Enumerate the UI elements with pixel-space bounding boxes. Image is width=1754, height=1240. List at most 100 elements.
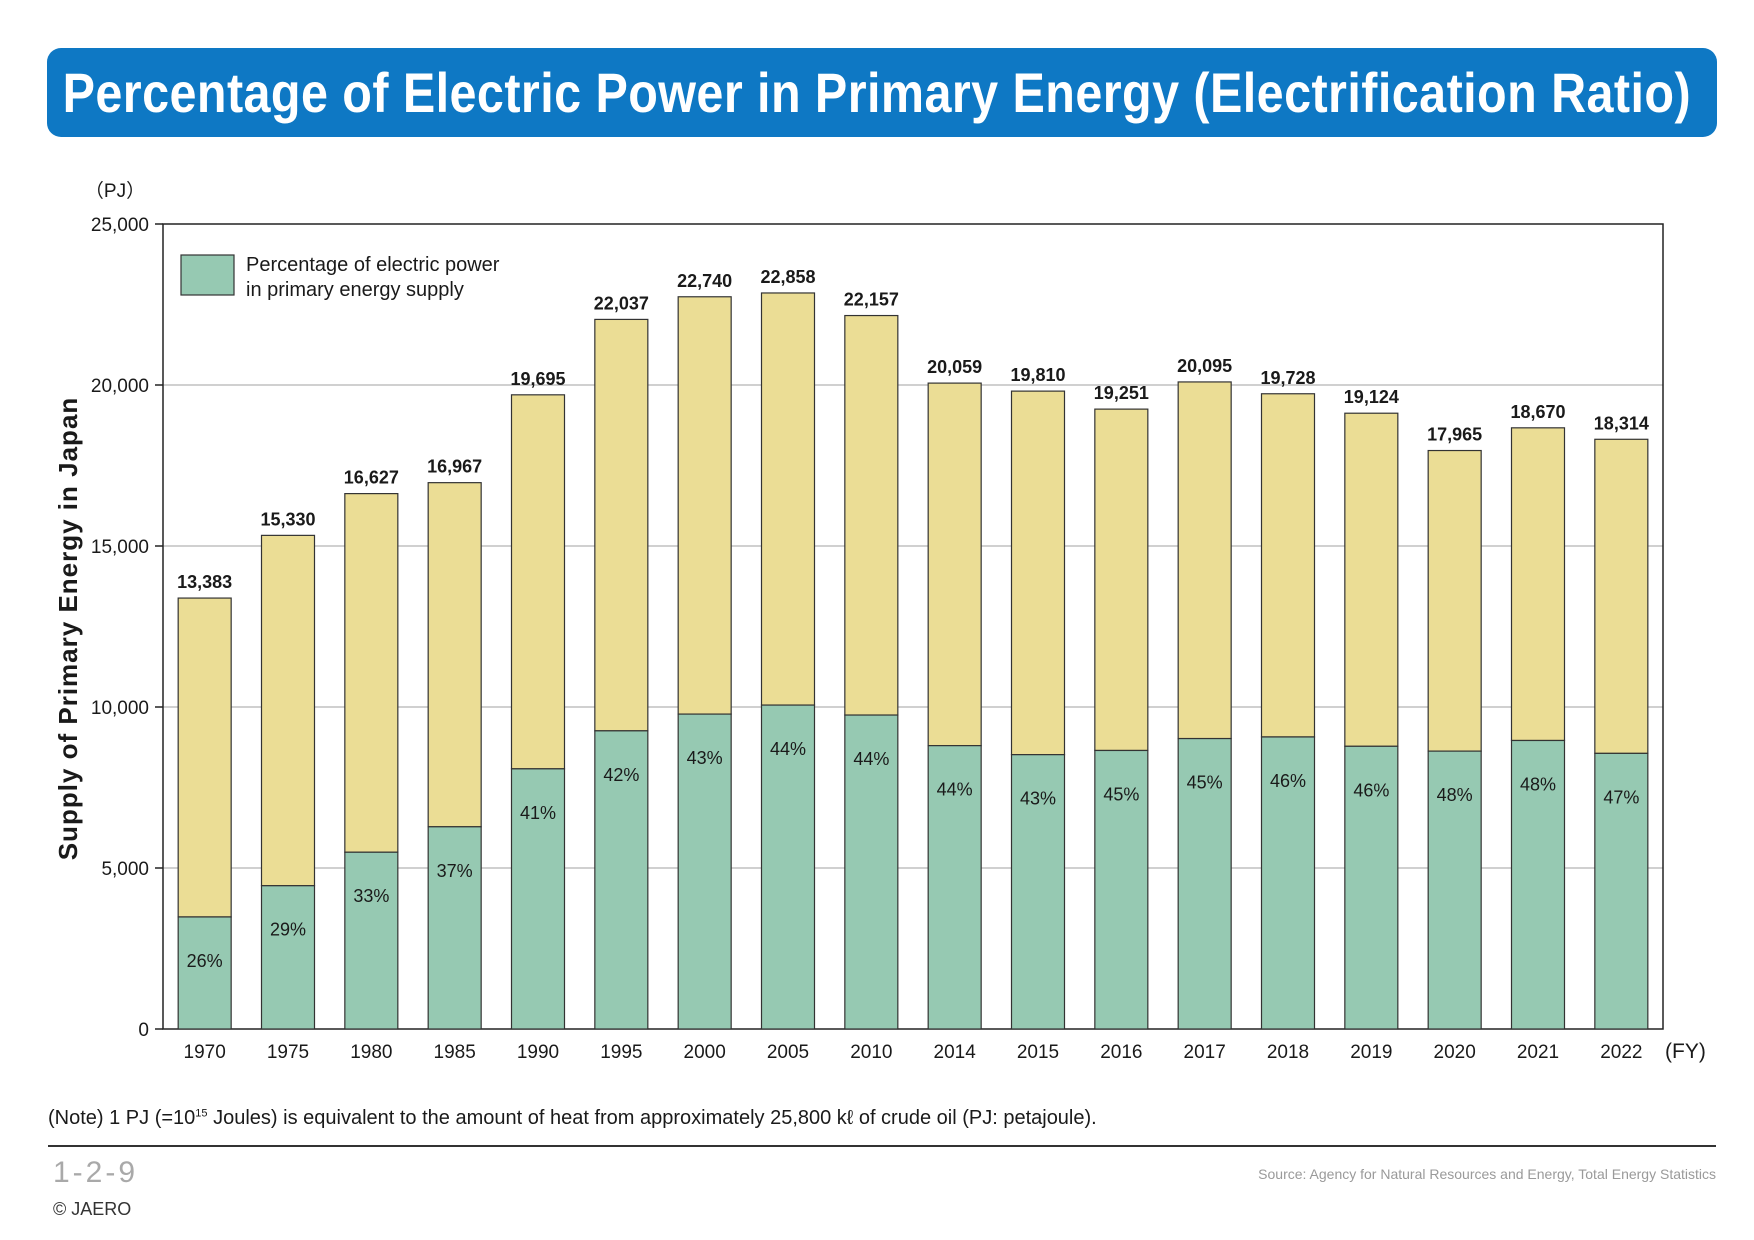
- bar-total-label: 19,695: [510, 369, 565, 389]
- bar-percent-label: 33%: [353, 886, 389, 906]
- bar-total-label: 22,157: [844, 290, 899, 310]
- x-tick-label: 1980: [350, 1042, 392, 1063]
- bar-percent-label: 43%: [687, 748, 723, 768]
- bar-total-segment: [510, 394, 566, 770]
- bar-electric-segment: [1010, 754, 1066, 1030]
- footnote-exponent: 15: [195, 1107, 208, 1120]
- y-axis-title: Supply of Primary Energy in Japan: [53, 397, 83, 861]
- bar-percent-label: 26%: [187, 951, 223, 971]
- bar-total-label: 22,858: [760, 267, 815, 287]
- title-banner: Percentage of Electric Power in Primary …: [47, 48, 1717, 137]
- bar-total-segment: [177, 597, 232, 918]
- footnote-text-end: Joules) is equivalent to the amount of h…: [207, 1107, 1097, 1129]
- copyright: © JAERO: [53, 1199, 132, 1219]
- x-tick-label: 2015: [1017, 1042, 1059, 1063]
- bar-total-label: 20,059: [927, 357, 982, 377]
- x-tick-label: 1985: [434, 1042, 476, 1063]
- source-credit: Source: Agency for Natural Resources and…: [1258, 1166, 1716, 1182]
- y-unit-label: （PJ）: [85, 180, 145, 202]
- bar-percent-label: 42%: [603, 765, 639, 785]
- bar-electric-segment: [594, 730, 649, 1030]
- bar-total-segment: [1427, 449, 1482, 752]
- x-tick-label: 2016: [1100, 1042, 1142, 1063]
- bar-total-label: 16,627: [344, 468, 399, 488]
- bar-total-segment: [844, 314, 899, 716]
- x-tick-label: 2022: [1600, 1042, 1642, 1063]
- bar-percent-label: 45%: [1187, 773, 1223, 793]
- figure-number: 1-2-9: [53, 1156, 139, 1189]
- bar-percent-label: 44%: [853, 749, 889, 769]
- bar-percent-label: 44%: [937, 780, 973, 800]
- footer-divider: [48, 1145, 1716, 1147]
- bar-total-segment: [1094, 408, 1149, 752]
- x-tick-label: 2019: [1350, 1042, 1392, 1063]
- x-tick-label: 2014: [934, 1042, 977, 1063]
- x-tick-label: 1970: [184, 1042, 226, 1063]
- bar-percent-label: 47%: [1603, 787, 1639, 807]
- x-tick-label: 1975: [267, 1042, 309, 1063]
- x-tick-label: 2021: [1517, 1042, 1559, 1063]
- bar-total-segment: [344, 493, 399, 853]
- x-tick-label: 1995: [600, 1042, 642, 1063]
- bar-total-label: 18,314: [1594, 413, 1649, 433]
- bar-total-segment: [677, 296, 732, 715]
- x-tick-label: 2010: [850, 1042, 892, 1063]
- bar-total-label: 18,670: [1510, 402, 1565, 422]
- bar-electric-segment: [427, 826, 482, 1030]
- bar-electric-segment: [677, 713, 732, 1030]
- bar-electric-segment: [1177, 737, 1232, 1030]
- bar-percent-label: 48%: [1520, 774, 1556, 794]
- bar-total-segment: [427, 482, 482, 828]
- legend-label-line1: Percentage of electric power: [246, 254, 500, 276]
- bar-electric-segment: [260, 885, 316, 1030]
- bar-electric-segment: [844, 714, 899, 1030]
- bar-percent-label: 45%: [1103, 784, 1139, 804]
- bar-electric-segment: [510, 768, 566, 1030]
- bar-total-segment: [594, 318, 649, 732]
- x-tick-label: 2000: [684, 1042, 726, 1063]
- bar-total-segment: [1177, 381, 1232, 740]
- bar-electric-segment: [1510, 739, 1566, 1030]
- x-tick-label: 2017: [1184, 1042, 1226, 1063]
- bar-total-label: 22,740: [677, 271, 732, 291]
- bar-electric-segment: [344, 851, 399, 1030]
- bar-total-label: 19,810: [1010, 365, 1065, 385]
- bar-total-segment: [927, 382, 982, 747]
- bar-total-segment: [1260, 393, 1316, 738]
- y-tick-label: 10,000: [91, 698, 149, 719]
- bar-total-label: 13,383: [177, 572, 232, 592]
- bar-total-label: 16,967: [427, 457, 482, 477]
- bar-percent-label: 29%: [270, 920, 306, 940]
- x-tick-label: 2020: [1434, 1042, 1476, 1063]
- bar-total-segment: [1344, 412, 1399, 747]
- bar-total-segment: [760, 292, 816, 706]
- bar-total-segment: [1510, 427, 1566, 742]
- y-tick-label: 5,000: [101, 859, 149, 880]
- bar-electric-segment: [1427, 750, 1482, 1030]
- y-tick-label: 15,000: [91, 537, 149, 558]
- bar-percent-label: 37%: [437, 861, 473, 881]
- bar-total-label: 17,965: [1427, 425, 1482, 445]
- legend-label-line2: in primary energy supply: [246, 279, 464, 301]
- x-tick-label: 2005: [767, 1042, 809, 1063]
- bar-electric-segment: [1344, 745, 1399, 1030]
- bar-electric-segment: [1594, 752, 1649, 1030]
- plot-frame: [162, 223, 1664, 1030]
- x-unit-label: (FY): [1665, 1040, 1706, 1063]
- bar-percent-label: 41%: [520, 803, 556, 823]
- bar-electric-segment: [177, 916, 232, 1030]
- bar-total-label: 19,251: [1094, 383, 1149, 403]
- bar-total-label: 15,330: [260, 509, 315, 529]
- bar-total-segment: [260, 534, 316, 887]
- bar-total-segment: [1010, 390, 1066, 756]
- bar-electric-segment: [1260, 736, 1316, 1030]
- bar-total-label: 19,124: [1344, 387, 1399, 407]
- bar-percent-label: 44%: [770, 739, 806, 759]
- bar-percent-label: 48%: [1437, 785, 1473, 805]
- bar-percent-label: 46%: [1353, 780, 1389, 800]
- stacked-bar-chart: 0 5,000 10,000 15,000 20,000 25,000 （PJ） Supply…: [53, 180, 1706, 1063]
- bar-total-segment: [1594, 438, 1649, 754]
- footnote-text-start: (Note) 1 PJ (=10: [48, 1107, 196, 1129]
- bar-electric-segment: [927, 745, 982, 1030]
- bar-total-label: 22,037: [594, 293, 649, 313]
